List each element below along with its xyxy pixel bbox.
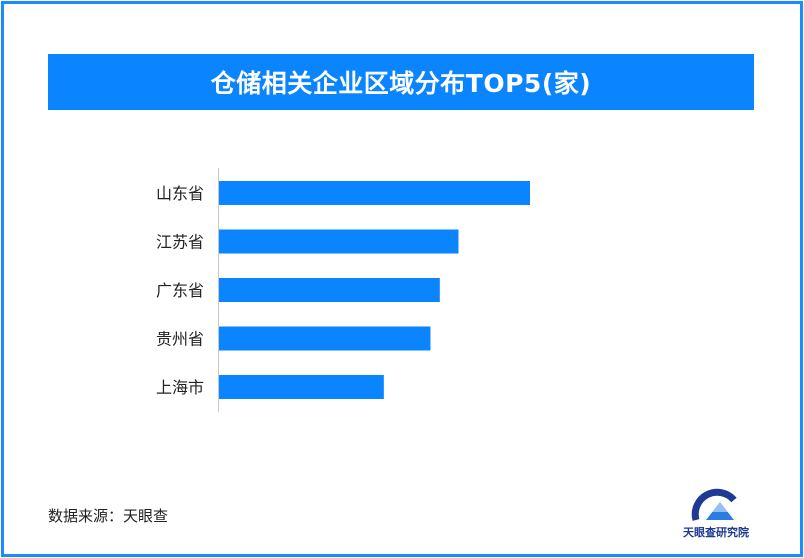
bars-group xyxy=(219,181,530,399)
data-source-note: 数据来源：天眼查 xyxy=(48,507,169,525)
bar-1 xyxy=(219,181,530,205)
chart-title: 仓储相关企业区域分布TOP5(家) xyxy=(48,54,754,110)
category-label-3: 广东省 xyxy=(156,281,204,300)
bar-3 xyxy=(219,278,440,302)
bar-4 xyxy=(219,326,431,351)
bar-5 xyxy=(219,375,384,399)
category-label-1: 山东省 xyxy=(156,184,204,203)
category-label-2: 江苏省 xyxy=(156,233,204,252)
logo-text: 天眼查研究院 xyxy=(683,526,749,539)
bar-2 xyxy=(219,229,459,254)
category-label-4: 贵州省 xyxy=(156,330,204,349)
logo-emblem-icon xyxy=(691,488,737,521)
tianyancha-logo: 天眼查研究院 xyxy=(676,480,756,544)
category-label-5: 上海市 xyxy=(156,378,204,397)
